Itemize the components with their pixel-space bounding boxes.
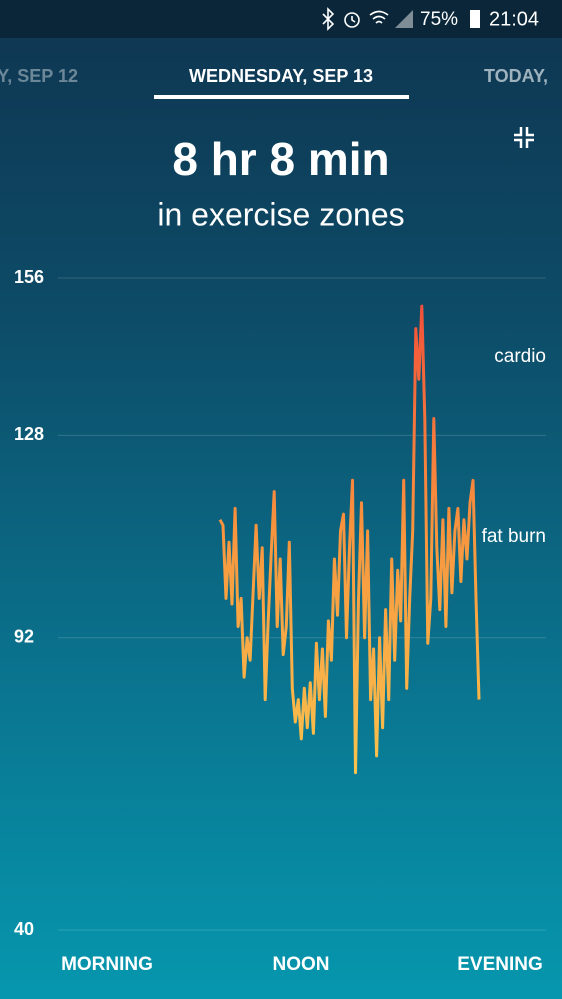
- wifi-icon: [369, 10, 389, 24]
- next-day[interactable]: TODAY,: [484, 66, 548, 86]
- heart-rate-line: [218, 304, 481, 775]
- x-tick-label: NOON: [273, 954, 330, 975]
- zone-label: fat burn: [482, 526, 546, 547]
- clock: 21:04: [489, 8, 539, 30]
- bluetooth-icon: [322, 7, 335, 31]
- current-day[interactable]: WEDNESDAY, SEP 13: [189, 66, 373, 86]
- battery-text: 75%: [420, 9, 458, 30]
- x-tick-label: MORNING: [61, 954, 153, 975]
- y-tick-label: 156: [14, 267, 44, 287]
- alarm-hands: [351, 16, 356, 23]
- zone-label: cardio: [494, 346, 546, 367]
- status-icons: [322, 7, 389, 31]
- x-tick-label: EVENING: [457, 954, 543, 975]
- y-tick-label: 92: [14, 626, 34, 646]
- signal-icon: [395, 10, 413, 28]
- summary-subtitle: in exercise zones: [157, 196, 404, 232]
- alarm-icon: [344, 12, 360, 28]
- battery-icon: [470, 10, 480, 28]
- y-tick-label: 128: [14, 424, 44, 444]
- y-tick-label: 40: [14, 919, 34, 939]
- current-day-underline: [154, 95, 409, 99]
- collapse-icon[interactable]: [514, 127, 534, 148]
- previous-day[interactable]: Y, SEP 12: [0, 66, 78, 86]
- status-bar: [0, 0, 562, 38]
- summary-title: 8 hr 8 min: [172, 133, 389, 185]
